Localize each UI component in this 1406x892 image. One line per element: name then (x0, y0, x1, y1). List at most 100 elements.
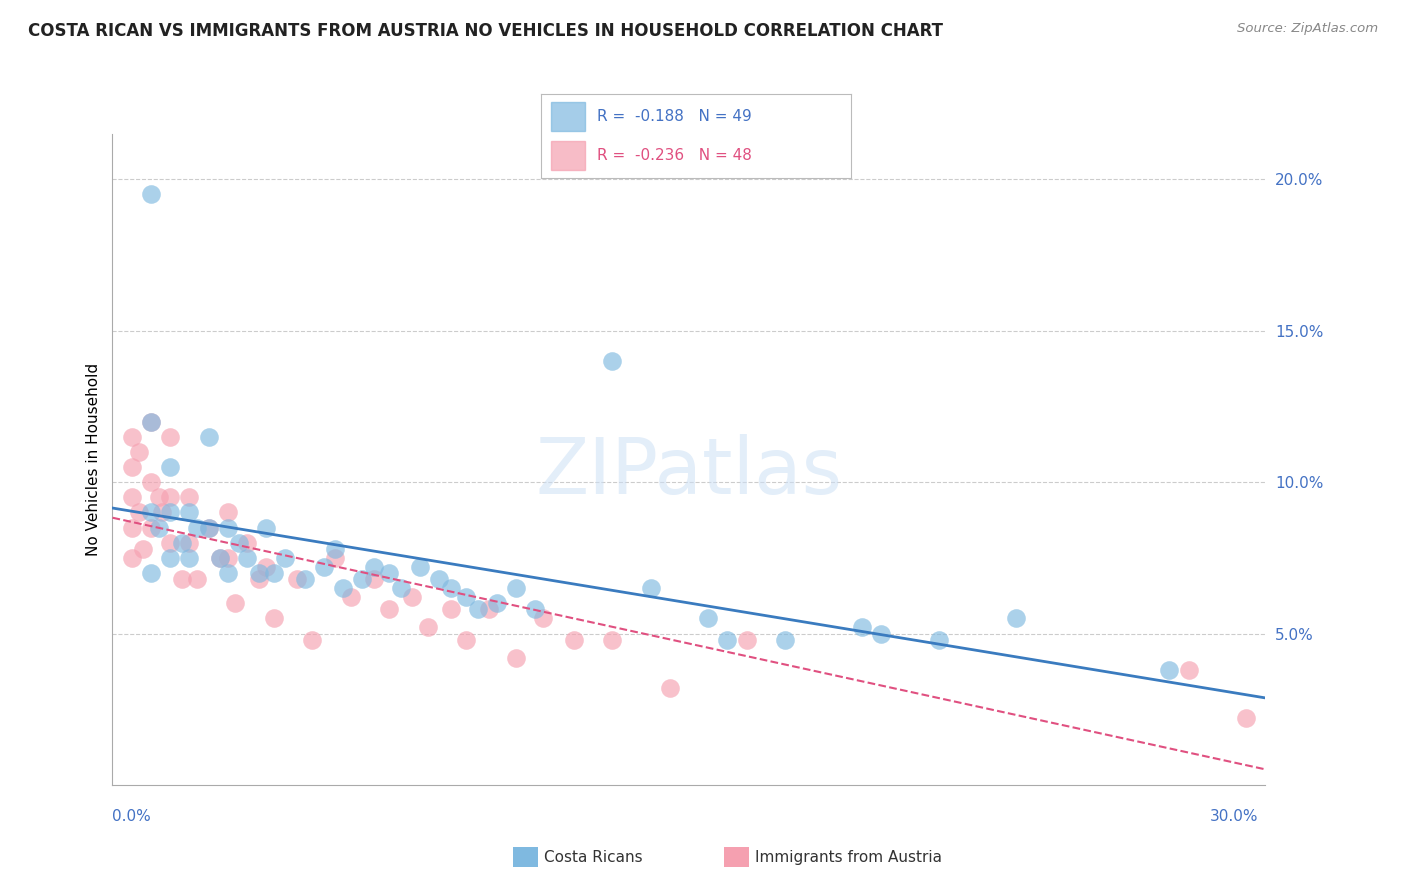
Text: Source: ZipAtlas.com: Source: ZipAtlas.com (1237, 22, 1378, 36)
Text: 0.0%: 0.0% (112, 809, 152, 823)
Point (139, 520, 162, 534)
Point (179, 505, 201, 519)
Y-axis label: No Vehicles in Household: No Vehicles in Household (86, 363, 101, 556)
Point (132, 541, 155, 556)
Point (363, 560, 385, 574)
Point (363, 572, 385, 586)
Point (228, 535, 250, 549)
Point (485, 596, 508, 610)
Point (274, 550, 297, 565)
Point (716, 632, 738, 647)
Point (440, 581, 463, 595)
Point (505, 650, 527, 665)
Point (454, 590, 477, 604)
Point (870, 626, 893, 640)
Point (159, 459, 181, 474)
Point (600, 354, 623, 368)
Point (352, 572, 374, 586)
Point (170, 535, 193, 549)
Point (325, 541, 347, 556)
Point (236, 550, 259, 565)
Point (389, 581, 412, 595)
Point (148, 520, 170, 534)
Point (121, 490, 143, 504)
Point (505, 581, 527, 595)
Point (254, 560, 277, 574)
Point (928, 632, 950, 647)
Point (524, 602, 547, 616)
Point (179, 550, 201, 565)
Point (209, 550, 232, 565)
Point (121, 459, 143, 474)
Point (224, 596, 246, 610)
Point (312, 560, 335, 574)
Point (139, 187, 162, 202)
Point (531, 611, 554, 625)
Point (159, 505, 181, 519)
Point (454, 632, 477, 647)
Text: ZIPatlas: ZIPatlas (536, 434, 842, 510)
Point (179, 490, 201, 504)
Point (121, 430, 143, 444)
Point (128, 505, 150, 519)
Point (236, 535, 259, 549)
Point (217, 520, 239, 534)
Point (401, 590, 423, 604)
Point (121, 550, 143, 565)
Point (159, 550, 181, 565)
Point (332, 581, 354, 595)
Point (600, 632, 623, 647)
Point (217, 550, 239, 565)
Point (254, 520, 277, 534)
Point (263, 611, 285, 625)
Point (139, 566, 162, 580)
Point (139, 415, 162, 429)
Text: Immigrants from Austria: Immigrants from Austria (755, 850, 942, 864)
Point (378, 602, 401, 616)
Text: R =  -0.236   N = 48: R = -0.236 N = 48 (598, 148, 752, 163)
Bar (551, 141, 585, 169)
Point (325, 550, 347, 565)
Point (467, 602, 489, 616)
Point (294, 572, 316, 586)
Point (139, 475, 162, 489)
Point (170, 572, 193, 586)
Point (285, 572, 308, 586)
Point (697, 611, 720, 625)
Point (416, 620, 439, 634)
Point (1177, 663, 1199, 677)
Point (148, 490, 170, 504)
Point (217, 505, 239, 519)
Point (209, 550, 232, 565)
Point (197, 520, 219, 534)
Point (478, 602, 501, 616)
Point (152, 505, 174, 519)
Text: R =  -0.188   N = 49: R = -0.188 N = 49 (598, 109, 752, 124)
Point (247, 572, 270, 586)
Point (658, 681, 681, 695)
Point (186, 572, 208, 586)
Point (640, 581, 662, 595)
Point (197, 520, 219, 534)
Point (773, 632, 796, 647)
Point (1159, 663, 1181, 677)
Point (159, 535, 181, 549)
Point (197, 430, 219, 444)
Point (263, 566, 285, 580)
Text: Costa Ricans: Costa Ricans (544, 850, 643, 864)
Point (851, 620, 873, 634)
Point (139, 505, 162, 519)
Point (1234, 711, 1257, 725)
Point (121, 520, 143, 534)
Text: COSTA RICAN VS IMMIGRANTS FROM AUSTRIA NO VEHICLES IN HOUSEHOLD CORRELATION CHAR: COSTA RICAN VS IMMIGRANTS FROM AUSTRIA N… (28, 22, 943, 40)
Point (301, 632, 323, 647)
Point (427, 572, 450, 586)
Text: 30.0%: 30.0% (1211, 809, 1258, 823)
Point (159, 430, 181, 444)
Point (735, 632, 758, 647)
Point (186, 520, 208, 534)
Point (339, 590, 361, 604)
Point (1004, 611, 1026, 625)
Point (378, 566, 401, 580)
Point (139, 415, 162, 429)
